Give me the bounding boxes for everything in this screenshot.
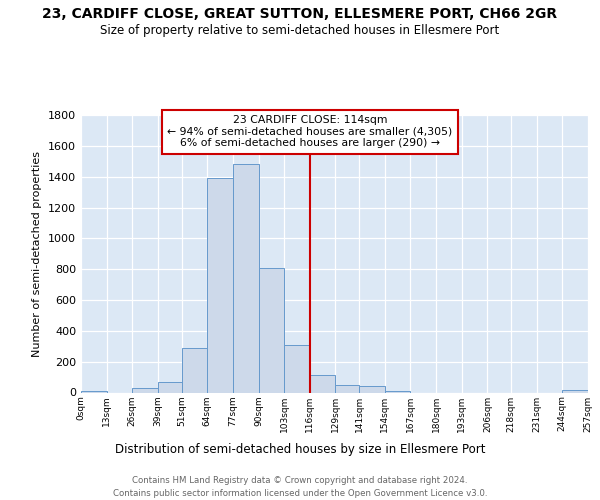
Bar xyxy=(359,386,385,392)
Bar xyxy=(132,388,158,392)
Bar xyxy=(233,164,259,392)
Bar xyxy=(207,178,233,392)
Text: Contains HM Land Registry data © Crown copyright and database right 2024.: Contains HM Land Registry data © Crown c… xyxy=(132,476,468,485)
Bar xyxy=(259,268,284,392)
Text: Size of property relative to semi-detached houses in Ellesmere Port: Size of property relative to semi-detach… xyxy=(100,24,500,37)
Text: Contains public sector information licensed under the Open Government Licence v3: Contains public sector information licen… xyxy=(113,489,487,498)
Bar xyxy=(81,391,107,392)
Text: Distribution of semi-detached houses by size in Ellesmere Port: Distribution of semi-detached houses by … xyxy=(115,442,485,456)
Bar xyxy=(158,382,182,392)
Bar xyxy=(562,390,588,392)
Bar xyxy=(182,348,207,393)
Bar xyxy=(335,385,359,392)
Text: 23 CARDIFF CLOSE: 114sqm
← 94% of semi-detached houses are smaller (4,305)
6% of: 23 CARDIFF CLOSE: 114sqm ← 94% of semi-d… xyxy=(167,115,452,148)
Bar xyxy=(310,375,335,392)
Bar xyxy=(385,391,410,392)
Y-axis label: Number of semi-detached properties: Number of semi-detached properties xyxy=(32,151,43,357)
Bar xyxy=(284,344,310,393)
Text: 23, CARDIFF CLOSE, GREAT SUTTON, ELLESMERE PORT, CH66 2GR: 23, CARDIFF CLOSE, GREAT SUTTON, ELLESME… xyxy=(43,8,557,22)
